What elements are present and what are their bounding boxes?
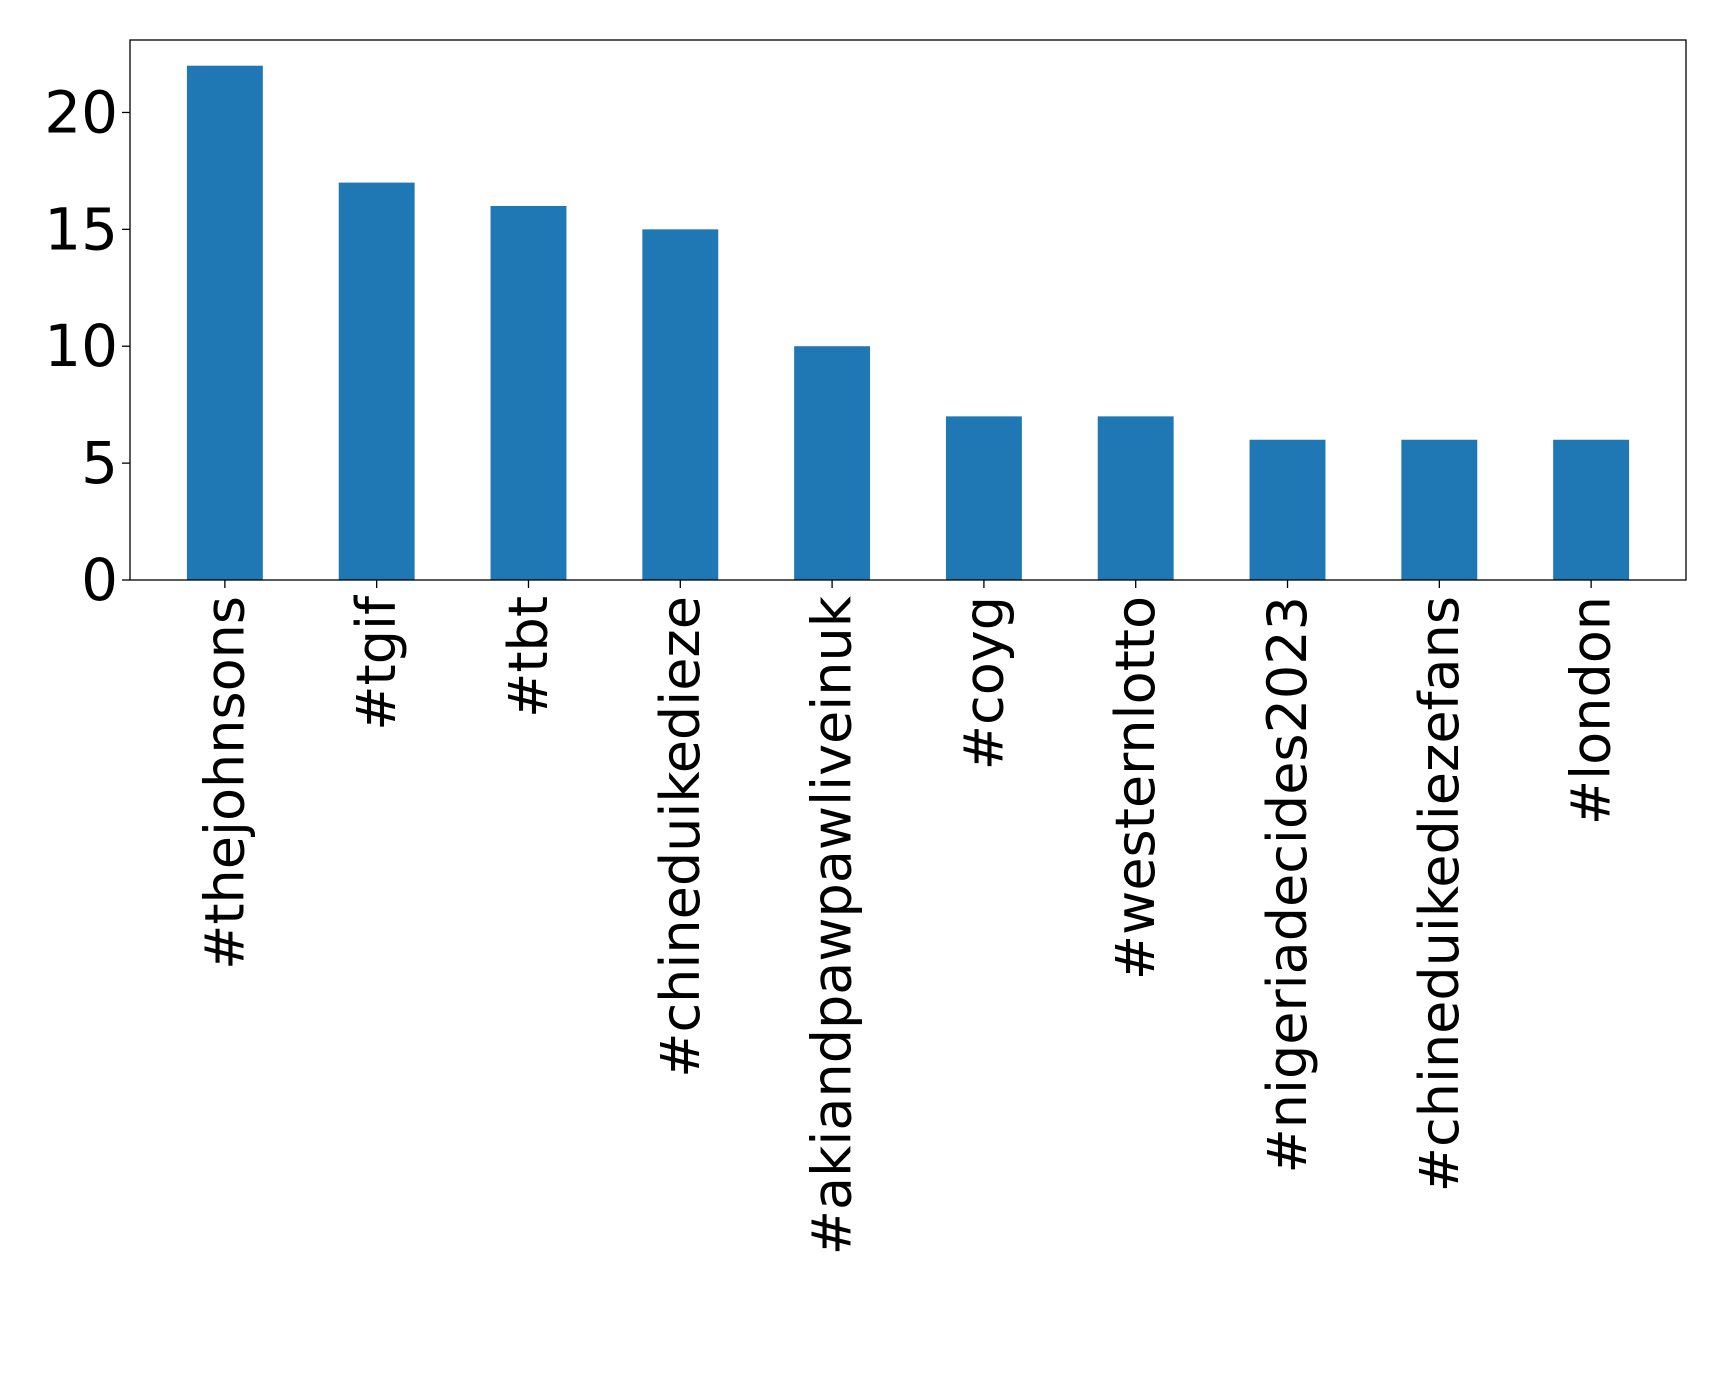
bar-westernlotto bbox=[1097, 416, 1174, 580]
y-tick-label: 5 bbox=[81, 429, 118, 497]
x-tick-label: #westernlotto bbox=[1104, 596, 1167, 980]
x-tick-label: #coyg bbox=[952, 596, 1015, 770]
x-tick-label: #tbt bbox=[497, 596, 560, 718]
x-tick-label: #chineduikedieze bbox=[649, 596, 712, 1078]
bar-london bbox=[1553, 439, 1630, 580]
y-tick-label: 20 bbox=[44, 78, 118, 146]
bars-group bbox=[186, 65, 1630, 580]
bar-tbt bbox=[490, 205, 567, 580]
x-axis: #thejohnsons #tgif #tbt #chineduikedieze #ak… bbox=[193, 580, 1623, 1255]
bar-akiandpawpawliveinuk bbox=[794, 346, 871, 580]
x-tick-label: #nigeriadecides2023 bbox=[1256, 596, 1319, 1174]
x-tick-label: #london bbox=[1560, 596, 1623, 825]
bar-tgif bbox=[338, 182, 415, 580]
y-axis: 0 5 10 15 20 bbox=[44, 78, 130, 614]
x-tick-label: #akiandpawpawliveinuk bbox=[801, 595, 864, 1255]
bar-chineduikedieze bbox=[642, 229, 719, 580]
bar-nigeriadecides2023 bbox=[1249, 439, 1326, 580]
bar-chineduikediezefans bbox=[1401, 439, 1478, 580]
x-tick-label: #thejohnsons bbox=[193, 596, 256, 970]
y-tick-label: 0 bbox=[81, 546, 118, 614]
plot-frame bbox=[129, 39, 1687, 581]
y-tick-label: 15 bbox=[44, 195, 118, 263]
bar-coyg bbox=[945, 416, 1022, 580]
bar-thejohnsons bbox=[186, 65, 263, 580]
y-tick-label: 10 bbox=[44, 312, 118, 380]
x-tick-label: #tgif bbox=[345, 594, 408, 731]
x-tick-label: #chineduikediezefans bbox=[1408, 596, 1471, 1192]
